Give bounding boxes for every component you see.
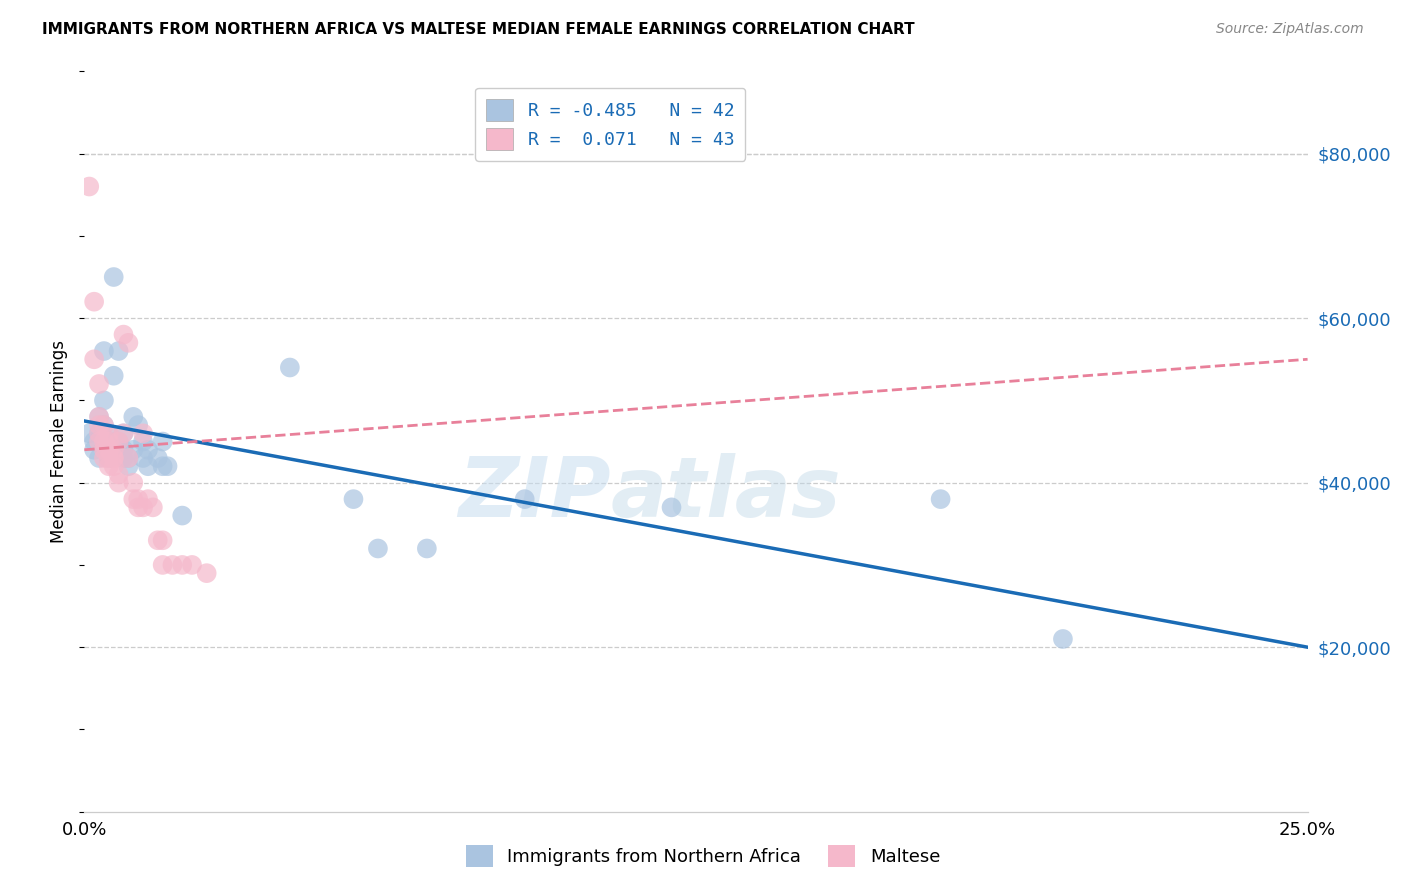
Point [87, 450, 110, 465]
Point [103, 270, 125, 285]
Text: IMMIGRANTS FROM NORTHERN AFRICA VS MALTESE MEDIAN FEMALE EARNINGS CORRELATION CH: IMMIGRANTS FROM NORTHERN AFRICA VS MALTE… [42, 22, 915, 37]
Text: atlas: atlas [610, 453, 841, 534]
Point [132, 500, 155, 515]
Text: ZIP: ZIP [458, 453, 610, 534]
Point [83, 352, 105, 367]
Point [87, 376, 110, 391]
Point [83, 434, 105, 449]
Point [127, 418, 149, 433]
Point [103, 368, 125, 383]
Point [152, 459, 174, 474]
Point [132, 450, 155, 465]
Point [87, 426, 110, 441]
Point [278, 360, 301, 375]
Point [172, 508, 194, 523]
Point [107, 434, 129, 449]
Point [146, 450, 169, 465]
Point [127, 492, 149, 507]
Point [97, 459, 120, 474]
Point [661, 500, 683, 515]
Point [97, 434, 120, 449]
Y-axis label: Median Female Earnings: Median Female Earnings [51, 340, 69, 543]
Legend: R = -0.485   N = 42, R =  0.071   N = 43: R = -0.485 N = 42, R = 0.071 N = 43 [475, 87, 745, 161]
Point [93, 344, 115, 359]
Point [93, 450, 115, 465]
Point [87, 409, 110, 424]
Point [93, 418, 115, 433]
Point [97, 426, 120, 441]
Point [136, 492, 159, 507]
Point [122, 475, 145, 490]
Point [146, 533, 169, 548]
Point [416, 541, 439, 556]
Point [93, 442, 115, 457]
Point [83, 294, 105, 309]
Point [112, 327, 135, 342]
Point [117, 459, 139, 474]
Point [107, 344, 129, 359]
Point [122, 409, 145, 424]
Point [103, 450, 125, 465]
Point [97, 434, 120, 449]
Point [181, 558, 204, 572]
Point [97, 450, 120, 465]
Point [87, 434, 110, 449]
Point [117, 335, 139, 350]
Point [112, 426, 135, 441]
Point [122, 442, 145, 457]
Point [77, 179, 100, 194]
Point [152, 558, 174, 572]
Point [195, 566, 218, 581]
Point [367, 541, 389, 556]
Point [97, 442, 120, 457]
Point [103, 450, 125, 465]
Point [136, 459, 159, 474]
Point [152, 434, 174, 449]
Point [152, 533, 174, 548]
Point [93, 418, 115, 433]
Point [103, 442, 125, 457]
Point [87, 426, 110, 441]
Point [83, 442, 105, 457]
Point [172, 558, 194, 572]
Point [127, 500, 149, 515]
Point [107, 467, 129, 482]
Point [112, 426, 135, 441]
Point [117, 450, 139, 465]
Point [112, 442, 135, 457]
Point [112, 450, 135, 465]
Point [87, 418, 110, 433]
Point [107, 434, 129, 449]
Point [117, 450, 139, 465]
Point [513, 492, 536, 507]
Point [77, 426, 100, 441]
Point [156, 459, 179, 474]
Point [107, 475, 129, 490]
Point [87, 409, 110, 424]
Point [122, 492, 145, 507]
Point [132, 426, 155, 441]
Point [103, 459, 125, 474]
Point [93, 434, 115, 449]
Point [132, 434, 155, 449]
Point [162, 558, 184, 572]
Point [1052, 632, 1074, 646]
Point [97, 442, 120, 457]
Point [142, 500, 165, 515]
Legend: Immigrants from Northern Africa, Maltese: Immigrants from Northern Africa, Maltese [458, 838, 948, 874]
Point [93, 393, 115, 408]
Text: Source: ZipAtlas.com: Source: ZipAtlas.com [1216, 22, 1364, 37]
Point [342, 492, 364, 507]
Point [136, 442, 159, 457]
Point [929, 492, 952, 507]
Point [97, 450, 120, 465]
Point [97, 426, 120, 441]
